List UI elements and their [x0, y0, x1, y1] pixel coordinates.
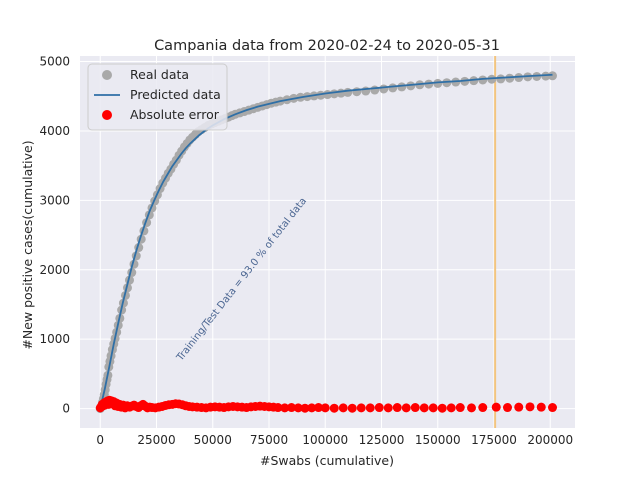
- real-data-point: [406, 81, 416, 91]
- y-tick-label: 0: [62, 402, 70, 416]
- tick-labels: 0 25000 50000 75000 100000 125000 150000 175000…: [39, 55, 573, 447]
- absolute-error-point: [347, 403, 357, 413]
- y-tick-label: 3000: [39, 193, 70, 207]
- real-data-point: [433, 78, 443, 88]
- real-data-point: [478, 75, 488, 85]
- x-axis-label: #Swabs (cumulative): [260, 453, 394, 468]
- real-data-point: [343, 87, 353, 97]
- legend-label-real-data: Real data: [130, 67, 189, 82]
- absolute-error-point: [273, 403, 283, 413]
- x-tick-label: 100000: [302, 433, 348, 447]
- x-tick-label: 0: [96, 433, 104, 447]
- absolute-error-point: [365, 403, 375, 413]
- real-data-point: [352, 87, 362, 97]
- x-tick-label: 150000: [415, 433, 461, 447]
- x-tick-label: 75000: [250, 433, 288, 447]
- absolute-error-point: [548, 403, 557, 413]
- real-data-point: [388, 83, 398, 93]
- absolute-error-point: [525, 402, 535, 412]
- real-data-point: [379, 84, 389, 94]
- real-data-point: [505, 73, 515, 83]
- predicted-data-series: [99, 73, 553, 409]
- chart-title: Campania data from 2020-02-24 to 2020-05…: [154, 38, 500, 54]
- x-tick-label: 25000: [137, 433, 175, 447]
- absolute-error-point: [392, 403, 402, 413]
- real-data-point: [370, 85, 380, 95]
- absolute-error-point: [410, 403, 420, 413]
- absolute-error-point: [478, 403, 488, 413]
- absolute-error-point: [446, 403, 456, 413]
- absolute-error-point: [307, 403, 317, 413]
- absolute-error-point: [467, 403, 476, 413]
- absolute-error-point: [383, 403, 393, 413]
- legend-marker-real-data: [102, 70, 112, 80]
- y-tick-label: 4000: [39, 124, 70, 138]
- predicted-data-line: [99, 73, 553, 409]
- absolute-error-point: [280, 403, 290, 413]
- absolute-error-point: [536, 402, 546, 412]
- real-data-point: [487, 74, 497, 84]
- absolute-error-point: [329, 403, 339, 413]
- absolute-error-point: [300, 403, 310, 413]
- y-axis-label: #New positive cases(cumulative): [20, 140, 35, 349]
- x-tick-label: 175000: [471, 433, 517, 447]
- absolute-error-point: [293, 403, 303, 413]
- x-tick-label: 200000: [527, 433, 573, 447]
- absolute-error-point: [428, 403, 438, 413]
- absolute-error-point: [503, 403, 512, 413]
- absolute-error-point: [356, 403, 366, 413]
- absolute-error-point: [314, 403, 323, 413]
- grid-lines: [80, 56, 575, 428]
- x-tick-label: 125000: [359, 433, 405, 447]
- real-data-point: [548, 71, 557, 81]
- absolute-error-point: [514, 402, 524, 412]
- x-tick-label: 50000: [194, 433, 232, 447]
- absolute-error-point: [287, 403, 296, 413]
- absolute-error-point: [401, 403, 411, 413]
- absolute-error-point: [455, 403, 465, 413]
- absolute-error-series: [95, 395, 557, 413]
- legend-label-predicted-data: Predicted data: [130, 87, 221, 102]
- absolute-error-point: [437, 403, 447, 413]
- absolute-error-point: [491, 402, 501, 412]
- absolute-error-point: [419, 403, 429, 413]
- real-data-point: [541, 71, 551, 81]
- legend-box: [87, 63, 228, 131]
- absolute-error-point: [374, 403, 384, 413]
- y-tick-label: 2000: [39, 263, 70, 277]
- y-tick-label: 5000: [39, 55, 70, 69]
- legend: Real data Predicted data Absolute error: [87, 63, 228, 131]
- real-data-point: [442, 78, 452, 88]
- legend-marker-absolute-error: [102, 110, 112, 120]
- y-tick-label: 1000: [39, 332, 70, 346]
- legend-label-absolute-error: Absolute error: [130, 107, 220, 122]
- absolute-error-point: [320, 403, 330, 413]
- real-data-point: [496, 74, 506, 84]
- absolute-error-point: [338, 403, 348, 413]
